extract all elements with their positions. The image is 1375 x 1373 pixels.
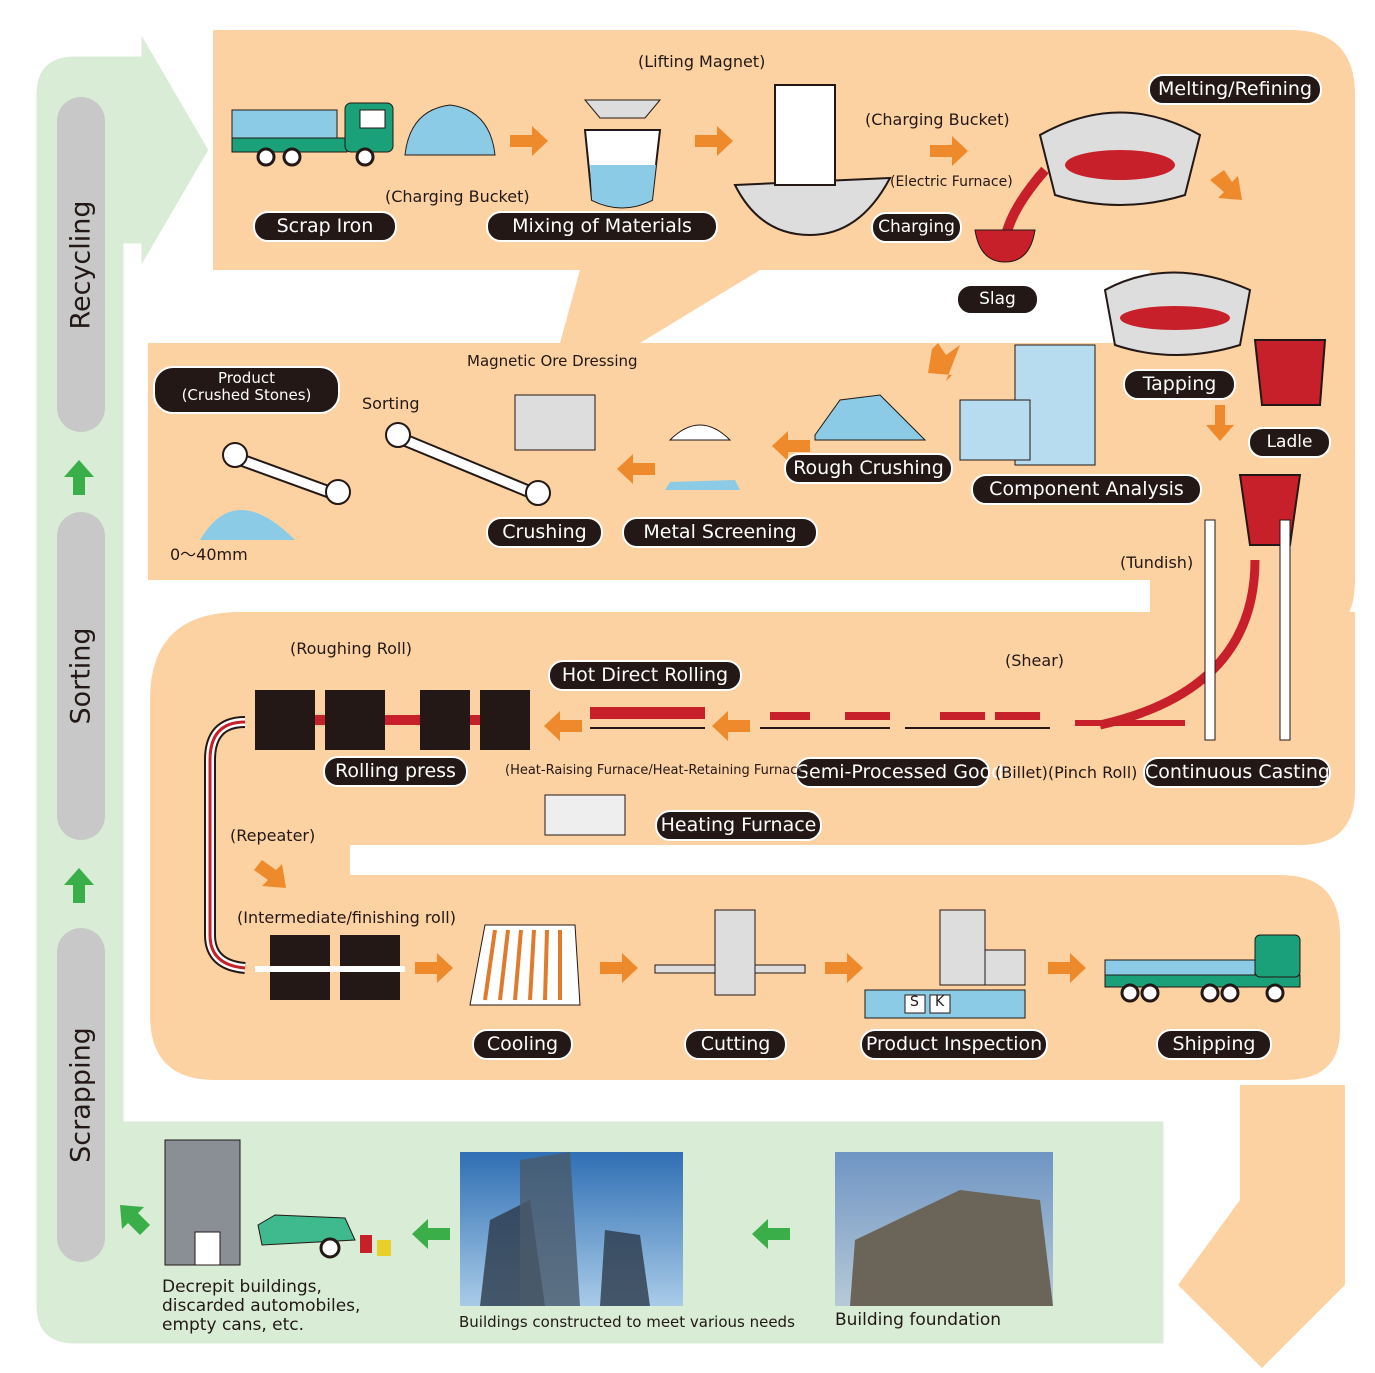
side-label-text: Sorting <box>66 627 97 724</box>
step-label: Continuous Casting <box>1143 757 1331 788</box>
caption: Buildings constructed to meet various ne… <box>459 1313 795 1332</box>
step-label: Shipping <box>1156 1029 1272 1060</box>
product-label: Product(Crushed Stones) <box>153 366 340 414</box>
inspection-mark: S <box>910 994 919 1010</box>
step-label: Cooling <box>472 1029 573 1060</box>
step-label: Metal Screening <box>622 517 818 548</box>
step-label: Semi-Processed Goods <box>795 757 990 788</box>
annotation: (Charging Bucket) <box>385 187 530 206</box>
inspection-mark: K <box>935 994 944 1010</box>
annotation: (Roughing Roll) <box>290 639 412 658</box>
step-label: Cutting <box>684 1029 787 1060</box>
side-label: Recycling <box>57 97 105 432</box>
step-label: Rough Crushing <box>784 453 953 484</box>
step-label: Melting/Refining <box>1148 74 1322 105</box>
side-label-text: Scrapping <box>66 1027 97 1163</box>
product-label-line: Product <box>155 370 338 387</box>
annotation: (Lifting Magnet) <box>638 52 765 71</box>
side-label-text: Recycling <box>66 200 97 329</box>
step-label: Slag <box>956 284 1039 315</box>
annotation: (Heat-Raising Furnace/Heat-Retaining Fur… <box>505 763 810 778</box>
step-label: Hot Direct Rolling <box>548 660 742 691</box>
step-label: Product Inspection <box>860 1029 1048 1060</box>
step-label: Component Analysis <box>971 474 1202 505</box>
annotation: (Electric Furnace) <box>890 174 1013 190</box>
side-label: Scrapping <box>57 928 105 1262</box>
step-label: Heating Furnace <box>655 810 822 841</box>
caption: Decrepit buildings, <box>162 1278 322 1297</box>
caption: discarded automobiles, <box>162 1297 360 1316</box>
step-label: Tapping <box>1123 369 1236 400</box>
caption: Building foundation <box>835 1311 1001 1330</box>
step-label: Charging <box>871 212 962 243</box>
step-label: Crushing <box>486 517 603 548</box>
step-label: Rolling press <box>323 756 468 787</box>
annotation: Magnetic Ore Dressing <box>467 352 638 370</box>
annotation: (Billet)(Pinch Roll) <box>995 763 1137 782</box>
annotation: Sorting <box>362 394 420 413</box>
step-label: Scrap Iron <box>253 211 397 242</box>
annotation: (Charging Bucket) <box>865 110 1010 129</box>
step-label: Ladle <box>1248 427 1331 458</box>
annotation: (Repeater) <box>230 826 315 845</box>
annotation: (Shear) <box>1005 651 1064 670</box>
annotation: 0〜40mm <box>170 541 248 565</box>
step-label: Mixing of Materials <box>486 211 718 242</box>
product-label-line: (Crushed Stones) <box>155 387 338 404</box>
page: Recycling Sorting Scrapping Scrap Iron Mixin… <box>0 0 1375 1373</box>
side-label: Sorting <box>57 512 105 840</box>
annotation: (Intermediate/finishing roll) <box>237 908 456 927</box>
annotation: (Tundish) <box>1120 553 1193 572</box>
caption: empty cans, etc. <box>162 1316 304 1335</box>
